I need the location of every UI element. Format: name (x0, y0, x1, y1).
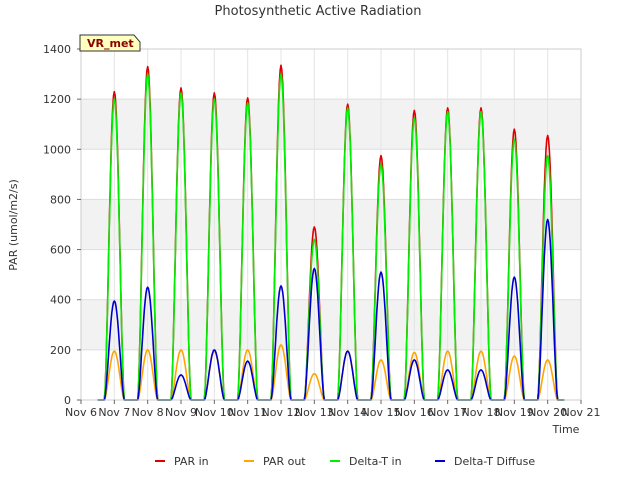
x-tick-label: Nov 9 (165, 406, 197, 419)
y-tick-label: 0 (64, 394, 71, 407)
plot-band (81, 299, 581, 350)
y-tick-label: 400 (50, 294, 71, 307)
x-tick-label: Nov 14 (328, 406, 367, 419)
y-tick-label: 800 (50, 193, 71, 206)
y-tick-label: 1400 (43, 43, 71, 56)
legend-label-delta-t-diffuse: Delta-T Diffuse (454, 455, 535, 468)
y-axis-ticks: 0 200 400 600 800 1000 1200 1400 (43, 43, 81, 407)
plot-band (81, 199, 581, 250)
legend: PAR in PAR out Delta-T in Delta-T Diffuse (155, 455, 535, 468)
series-line-par-out (97, 344, 565, 401)
x-tick-label: Nov 17 (428, 406, 467, 419)
legend-label-delta-t-in: Delta-T in (349, 455, 402, 468)
x-tick-label: Nov 12 (262, 406, 301, 419)
legend-label-par-out: PAR out (263, 455, 306, 468)
x-tick-label: Nov 16 (395, 406, 434, 419)
site-tag-label: VR_met (87, 37, 134, 50)
chart-title: Photosynthetic Active Radiation (215, 4, 422, 19)
x-tick-label: Nov 19 (495, 406, 534, 419)
x-tick-label: Nov 15 (362, 406, 401, 419)
x-tick-label: Nov 10 (195, 406, 234, 419)
legend-label-par-in: PAR in (174, 455, 209, 468)
y-axis-label: PAR (umol/m2/s) (7, 179, 20, 271)
y-tick-label: 600 (50, 244, 71, 257)
x-axis-label: Time (552, 423, 580, 436)
x-tick-label: Nov 21 (562, 406, 601, 419)
y-tick-label: 200 (50, 344, 71, 357)
x-tick-label: Nov 18 (462, 406, 501, 419)
x-tick-label: Nov 8 (132, 406, 164, 419)
site-tag: VR_met (79, 34, 141, 52)
x-tick-label: Nov 13 (295, 406, 334, 419)
site-tag-box (79, 34, 141, 52)
x-tick-label: Nov 11 (228, 406, 267, 419)
plot-background (81, 99, 581, 350)
x-tick-label: Nov 20 (528, 406, 567, 419)
plot-frame (80, 48, 582, 401)
y-tick-label: 1000 (43, 143, 71, 156)
y-tick-label: 1200 (43, 93, 71, 106)
plot-band (81, 99, 581, 150)
x-tick-label: Nov 6 (65, 406, 97, 419)
x-tick-label: Nov 7 (98, 406, 130, 419)
